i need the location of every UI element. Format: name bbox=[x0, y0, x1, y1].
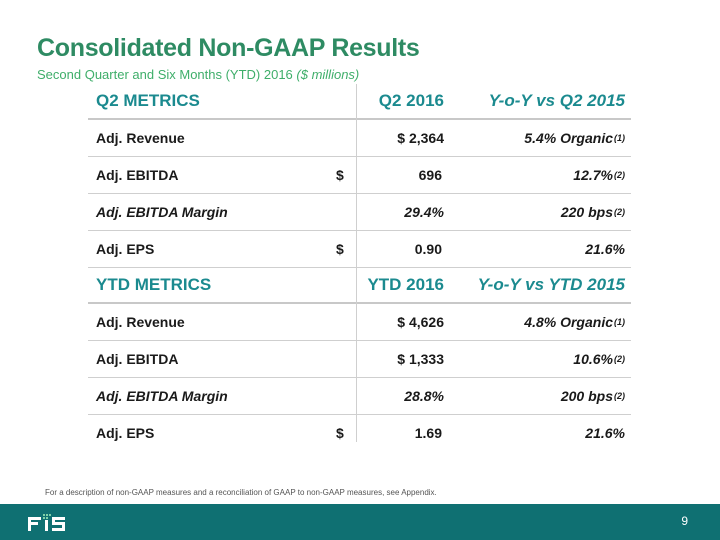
table-row: Adj. Revenue $ 2,364 5.4% Organic (1) bbox=[88, 120, 631, 157]
metric-change: 12.7% (2) bbox=[445, 157, 625, 193]
dollar-sign: $ bbox=[336, 241, 344, 257]
slide-subtitle: Second Quarter and Six Months (YTD) 2016… bbox=[37, 67, 359, 82]
metric-label: Adj. EBITDA Margin bbox=[96, 204, 228, 220]
change-text: 10.6% bbox=[573, 351, 613, 367]
table-row: Adj. EBITDA Margin 28.8% 200 bps (2) bbox=[88, 378, 631, 415]
page-number: 9 bbox=[681, 514, 688, 528]
change-text: 12.7% bbox=[573, 167, 613, 183]
column-divider bbox=[356, 84, 357, 442]
metric-label: Adj. EBITDA bbox=[96, 167, 179, 183]
dollar-sign: $ bbox=[336, 167, 344, 183]
footnote-ref: (2) bbox=[614, 207, 625, 217]
metric-label: Adj. Revenue bbox=[96, 314, 185, 330]
metric-change: 21.6% bbox=[585, 241, 625, 257]
dollar-sign: $ bbox=[397, 130, 406, 146]
table-row: Adj. Revenue $ 4,626 4.8% Organic (1) bbox=[88, 304, 631, 341]
dollar-sign: $ bbox=[336, 425, 344, 441]
metric-label: Adj. EPS bbox=[96, 241, 155, 257]
q2-header-label: Q2 METRICS bbox=[96, 91, 200, 110]
metric-value: $1.69 bbox=[300, 415, 444, 451]
metric-value: $ 4,626 bbox=[300, 304, 444, 340]
ytd-header-value: YTD 2016 bbox=[367, 275, 444, 294]
metric-value: $696 bbox=[300, 157, 444, 193]
footnote-ref: (1) bbox=[614, 317, 625, 327]
q2-header-value: Q2 2016 bbox=[378, 91, 444, 110]
value-number: 1,333 bbox=[408, 351, 444, 367]
value-number: 1.69 bbox=[414, 425, 442, 441]
metric-label: Adj. Revenue bbox=[96, 130, 185, 146]
metric-change: 200 bps (2) bbox=[445, 378, 625, 414]
table-row: Adj. EPS $0.90 21.6% bbox=[88, 231, 631, 268]
fis-logo-icon bbox=[28, 513, 76, 533]
footer-bar: 9 bbox=[0, 504, 720, 540]
value-number: 2,364 bbox=[408, 130, 444, 146]
dollar-sign: $ bbox=[397, 314, 406, 330]
metric-value: 28.8% bbox=[404, 388, 444, 404]
footnote-ref: (2) bbox=[614, 354, 625, 364]
value-number: 0.90 bbox=[414, 241, 442, 257]
subtitle-text: Second Quarter and Six Months (YTD) 2016 bbox=[37, 67, 297, 82]
table-row: Adj. EBITDA $696 12.7% (2) bbox=[88, 157, 631, 194]
metric-label: Adj. EBITDA bbox=[96, 351, 179, 367]
value-number: 4,626 bbox=[408, 314, 444, 330]
change-text: 4.8% Organic bbox=[524, 314, 613, 330]
q2-header-change: Y-o-Y vs Q2 2015 bbox=[488, 91, 625, 110]
change-text: 200 bps bbox=[560, 388, 613, 404]
ytd-header-label: YTD METRICS bbox=[96, 275, 212, 294]
q2-header-row: Q2 METRICS Q2 2016 Y-o-Y vs Q2 2015 bbox=[88, 84, 631, 120]
metric-value: $0.90 bbox=[300, 231, 444, 267]
change-text: 220 bps bbox=[560, 204, 613, 220]
metric-label: Adj. EPS bbox=[96, 425, 155, 441]
footnote-ref: (1) bbox=[614, 133, 625, 143]
metric-change: 220 bps (2) bbox=[445, 194, 625, 230]
metric-label: Adj. EBITDA Margin bbox=[96, 388, 228, 404]
metric-value: $ 1,333 bbox=[300, 341, 444, 377]
metrics-table: Q2 METRICS Q2 2016 Y-o-Y vs Q2 2015 Adj.… bbox=[88, 84, 631, 451]
metric-change: 10.6% (2) bbox=[445, 341, 625, 377]
ytd-header-row: YTD METRICS YTD 2016 Y-o-Y vs YTD 2015 bbox=[88, 268, 631, 304]
value-number: 696 bbox=[418, 167, 442, 183]
metric-change: 21.6% bbox=[585, 425, 625, 441]
subtitle-units: ($ millions) bbox=[296, 67, 360, 82]
dollar-sign: $ bbox=[397, 351, 406, 367]
footnote-text: For a description of non-GAAP measures a… bbox=[45, 488, 437, 497]
metric-change: 4.8% Organic (1) bbox=[445, 304, 625, 340]
table-row: Adj. EPS $1.69 21.6% bbox=[88, 415, 631, 451]
slide-title: Consolidated Non-GAAP Results bbox=[37, 34, 420, 62]
footnote-ref: (2) bbox=[614, 391, 625, 401]
ytd-header-change: Y-o-Y vs YTD 2015 bbox=[477, 275, 625, 294]
table-row: Adj. EBITDA Margin 29.4% 220 bps (2) bbox=[88, 194, 631, 231]
change-text: 5.4% Organic bbox=[524, 130, 613, 146]
metric-value: 29.4% bbox=[404, 204, 444, 220]
metric-change: 5.4% Organic (1) bbox=[445, 120, 625, 156]
footnote-ref: (2) bbox=[614, 170, 625, 180]
metric-value: $ 2,364 bbox=[300, 120, 444, 156]
table-row: Adj. EBITDA $ 1,333 10.6% (2) bbox=[88, 341, 631, 378]
